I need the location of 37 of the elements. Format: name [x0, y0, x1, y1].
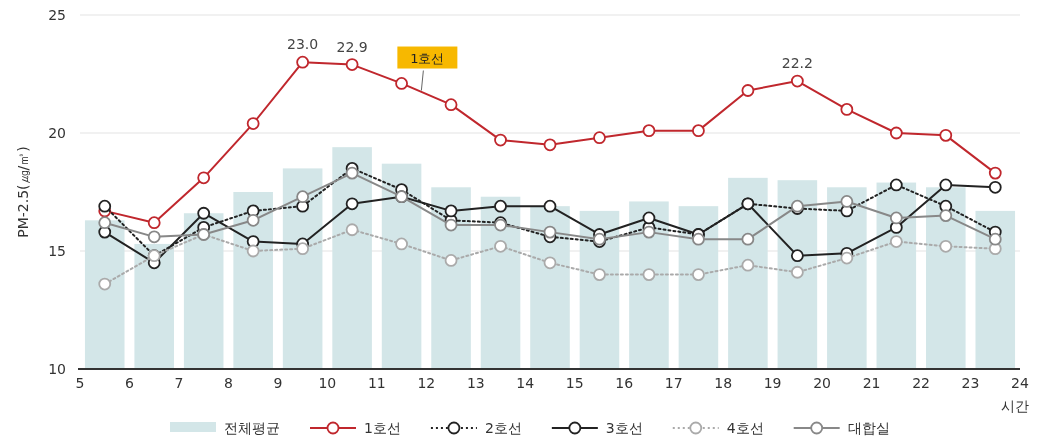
callout: 1호선	[397, 46, 458, 91]
x-tick-label: 22	[912, 375, 930, 391]
y-tick-label: 20	[48, 125, 66, 141]
legend-label: 1호선	[364, 420, 401, 436]
legend-label: 3호선	[605, 420, 643, 436]
data-label: 22.2	[781, 55, 813, 72]
x-tick-label: 23	[961, 375, 980, 391]
x-axis-title: 시간	[1001, 398, 1029, 414]
annotation: 1호선	[410, 50, 445, 66]
x-tick-label: 17	[664, 375, 683, 391]
x-tick-label: 15	[565, 375, 584, 391]
y-tick-label: 25	[48, 7, 66, 23]
x-tick-label: 10	[318, 375, 337, 391]
x-tick-label: 24	[1011, 375, 1029, 391]
data-label: 22.9	[336, 38, 368, 55]
x-tick-label: 7	[174, 375, 184, 391]
y-tick-label: 15	[48, 243, 66, 259]
x-tick-label: 21	[862, 375, 881, 391]
data-label: 23.0	[287, 36, 319, 53]
x-tick-label: 18	[714, 375, 733, 391]
y-tick-label: 10	[48, 361, 66, 377]
x-tick-label: 14	[516, 375, 535, 391]
legend-label: 4호선	[726, 420, 764, 436]
x-tick-label: 6	[125, 375, 135, 391]
x-tick-label: 5	[75, 375, 85, 391]
x-tick-label: 20	[813, 375, 832, 391]
legend-label: 2호선	[484, 420, 522, 436]
legend-label: 대합실	[847, 420, 890, 436]
y-axis-title: PM-2.5(㎍/㎥)	[15, 146, 31, 238]
x-tick-label: 8	[223, 375, 233, 391]
x-tick-label: 19	[763, 375, 782, 391]
legend-label: 전체평균	[224, 420, 280, 436]
x-tick-label: 16	[615, 375, 634, 391]
x-tick-label: 11	[367, 375, 386, 391]
x-tick-label: 12	[417, 375, 436, 391]
x-tick-label: 9	[273, 375, 283, 391]
x-tick-label: 13	[466, 375, 485, 391]
